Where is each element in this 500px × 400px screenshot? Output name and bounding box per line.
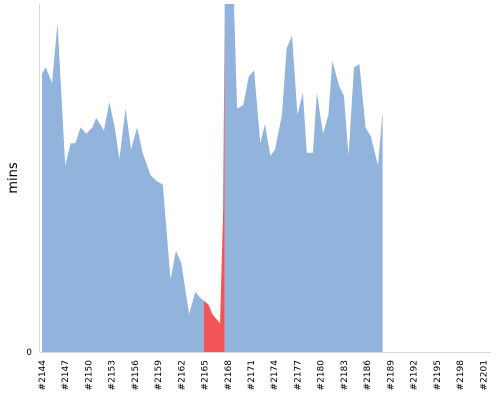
x-tick-label: #2153 <box>108 360 118 390</box>
x-tick-label: #2201 <box>479 360 489 390</box>
x-ticks: #2144 #2147 #2150 #2153 #2156 #2159 #2162 #2165… <box>38 360 489 391</box>
y-ticks: 0 <box>26 348 32 358</box>
x-tick-label: #2171 <box>247 360 257 390</box>
y-axis-title: mins <box>6 162 21 194</box>
x-tick-label: #2156 <box>131 360 141 391</box>
x-tick-label: #2165 <box>201 360 211 390</box>
x-tick-label: #2186 <box>363 360 373 391</box>
x-tick-label: #2174 <box>270 360 280 391</box>
series-area-normal-2 <box>224 4 383 352</box>
x-tick-label: #2159 <box>154 360 164 391</box>
x-tick-label: #2177 <box>293 360 303 390</box>
plot-area <box>42 4 383 353</box>
x-tick-label: #2189 <box>386 360 396 391</box>
x-tick-label: #2198 <box>456 360 466 391</box>
x-tick-label: #2192 <box>410 360 420 390</box>
x-tick-label: #2150 <box>84 360 94 391</box>
x-tick-label: #2183 <box>340 360 350 390</box>
axes <box>39 4 491 353</box>
x-tick-label: #2180 <box>317 360 327 391</box>
x-tick-label: #2144 <box>38 360 48 391</box>
series-area-normal-1 <box>42 22 204 353</box>
x-tick-label: #2168 <box>224 360 234 391</box>
x-tick-label: #2162 <box>177 360 187 390</box>
x-tick-label: #2195 <box>433 360 443 390</box>
x-tick-label: #2147 <box>61 360 71 390</box>
y-tick-label: 0 <box>26 348 32 358</box>
series-area-highlight <box>203 4 225 352</box>
